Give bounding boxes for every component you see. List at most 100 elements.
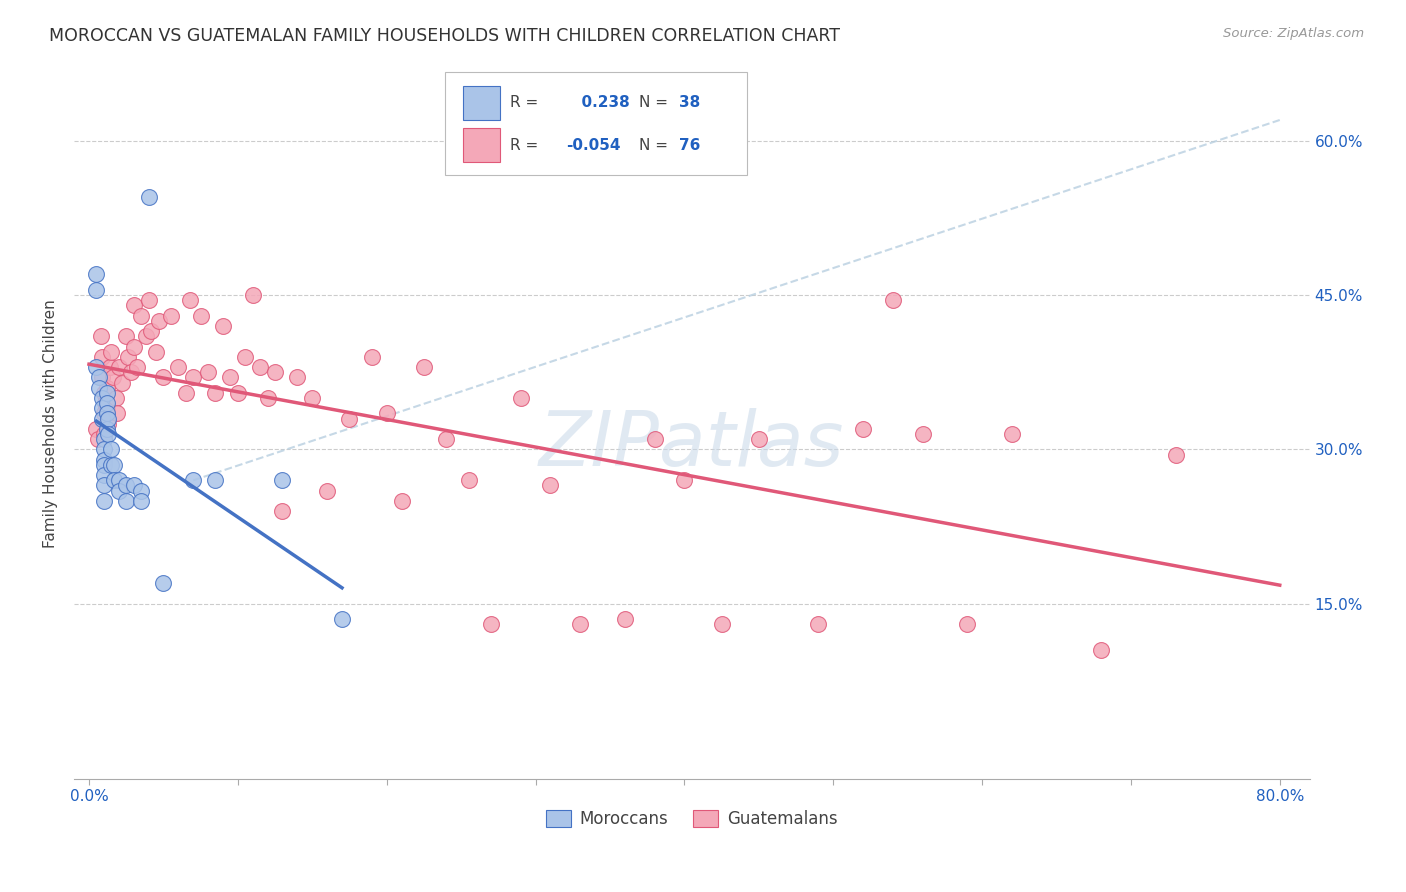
Point [316, 483, 339, 498]
Point [94, 396, 117, 410]
Point [122, 298, 145, 312]
Point [103, 458, 125, 472]
Point [204, 474, 226, 488]
Point [197, 365, 219, 379]
Point [613, 612, 636, 626]
Point [457, 474, 479, 488]
Point [1164, 448, 1187, 462]
Point [148, 314, 170, 328]
Point [233, 350, 256, 364]
Point [97, 417, 120, 431]
Point [375, 406, 398, 420]
Point [911, 427, 934, 442]
Point [181, 370, 204, 384]
Y-axis label: Family Households with Children: Family Households with Children [44, 300, 58, 548]
Point [271, 474, 294, 488]
Text: R =: R = [510, 95, 538, 110]
Point [93, 432, 115, 446]
Point [93, 494, 115, 508]
Point [538, 478, 561, 492]
Point [160, 309, 183, 323]
Point [1001, 427, 1024, 442]
Point [89, 381, 111, 395]
Point [129, 494, 152, 508]
Point [96, 422, 118, 436]
Point [100, 344, 122, 359]
Point [479, 617, 502, 632]
Text: ZIPatlas: ZIPatlas [538, 408, 845, 482]
Point [330, 612, 353, 626]
Point [115, 329, 138, 343]
Point [174, 385, 197, 400]
Point [86, 360, 108, 375]
Point [1090, 643, 1112, 657]
Point [98, 360, 121, 375]
Point [852, 422, 875, 436]
Point [249, 360, 271, 375]
Point [86, 268, 108, 282]
Point [956, 617, 979, 632]
FancyBboxPatch shape [463, 128, 501, 162]
Point [105, 406, 128, 420]
Point [93, 385, 115, 400]
Point [117, 350, 139, 364]
Point [285, 370, 308, 384]
Point [748, 432, 770, 446]
Point [256, 391, 278, 405]
Point [115, 478, 138, 492]
Point [93, 427, 115, 442]
Point [807, 617, 830, 632]
FancyBboxPatch shape [444, 72, 748, 175]
Point [97, 427, 120, 442]
Point [129, 309, 152, 323]
Point [181, 474, 204, 488]
Point [271, 504, 294, 518]
Point [86, 283, 108, 297]
Point [135, 329, 157, 343]
Point [107, 483, 129, 498]
Point [264, 365, 287, 379]
Point [90, 329, 112, 343]
Point [226, 385, 249, 400]
Point [115, 494, 138, 508]
Point [145, 344, 167, 359]
Point [107, 474, 129, 488]
Point [96, 385, 118, 400]
Text: -0.054: -0.054 [565, 137, 620, 153]
Text: 76: 76 [679, 137, 700, 153]
Point [412, 360, 434, 375]
Point [96, 406, 118, 420]
Text: N =: N = [638, 95, 668, 110]
Point [125, 360, 148, 375]
Point [219, 370, 242, 384]
Point [120, 365, 142, 379]
Point [391, 494, 413, 508]
Point [89, 370, 111, 384]
Point [644, 432, 666, 446]
Point [569, 617, 592, 632]
Point [212, 318, 235, 333]
Text: 38: 38 [679, 95, 700, 110]
Point [91, 401, 114, 416]
Point [93, 452, 115, 467]
Point [509, 391, 531, 405]
Point [96, 381, 118, 395]
FancyBboxPatch shape [463, 86, 501, 120]
Point [87, 432, 110, 446]
Text: N =: N = [638, 137, 668, 153]
Point [93, 478, 115, 492]
Point [93, 406, 115, 420]
Point [93, 458, 115, 472]
Point [122, 339, 145, 353]
Point [152, 370, 174, 384]
Point [138, 190, 160, 204]
Text: Source: ZipAtlas.com: Source: ZipAtlas.com [1223, 27, 1364, 40]
Text: R =: R = [510, 137, 538, 153]
Point [129, 483, 152, 498]
Point [167, 360, 190, 375]
Point [122, 478, 145, 492]
Point [138, 293, 160, 308]
Point [101, 370, 124, 384]
Point [103, 474, 125, 488]
Point [111, 376, 134, 390]
